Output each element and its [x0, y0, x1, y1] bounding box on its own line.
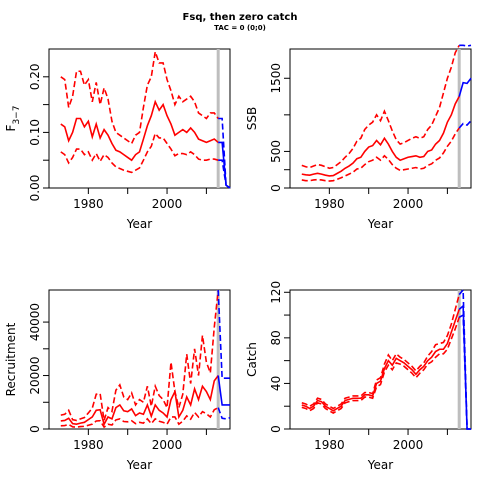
- catch-ytick-label: 120: [269, 281, 283, 304]
- recruitment-xtick-label: 2000: [152, 438, 183, 452]
- fbar-xtick-label: 2000: [152, 197, 183, 211]
- catch-ylabel: Catch: [245, 342, 259, 377]
- fbar-ytick-label: 0.10: [28, 119, 42, 146]
- catch-series-median: [301, 309, 460, 412]
- recruitment-projection-median: [217, 375, 230, 406]
- recruitment-ylabel: Recruitment: [4, 322, 18, 396]
- recruitment-ytick-label: 40000: [28, 303, 42, 341]
- panel-ssb: 1980 2000 0 500 1500 Year SSB: [245, 44, 472, 231]
- recruitment-series-median: [60, 375, 219, 427]
- fbar-ytick-label: 0.00: [28, 175, 42, 202]
- ssb-ytick-label: 1500: [269, 63, 283, 94]
- recruitment-series-upper: [60, 289, 219, 422]
- catch-ytick-label: 80: [269, 330, 283, 345]
- ssb-xtick-label: 2000: [393, 197, 424, 211]
- recruitment-projection-upper: [217, 289, 230, 380]
- catch-projection-median: [458, 304, 471, 430]
- fbar-ylabel: F3−7: [4, 106, 22, 132]
- ssb-projection-lower: [458, 120, 472, 129]
- recruitment-plot-frame: [48, 289, 231, 430]
- recruitment-projection-lower: [217, 407, 231, 420]
- catch-xtick-label: 2000: [393, 438, 424, 452]
- ssb-ytick-label: 500: [269, 140, 283, 163]
- panel-catch: 1980 2000 0 40 80 120 Year Catch: [245, 281, 472, 472]
- catch-xtick-label: 1980: [314, 438, 345, 452]
- catch-ytick-label: 0: [269, 425, 283, 433]
- recruitment-ytick-label: 20000: [28, 356, 42, 394]
- fbar-series-upper: [60, 51, 219, 145]
- figure-subtitle: TAC = 0 (0;0): [214, 24, 266, 32]
- ssb-ylabel: SSB: [245, 107, 259, 130]
- ssb-xlabel: Year: [367, 217, 393, 231]
- fbar-projection-median: [218, 141, 231, 189]
- recruitment-xlabel: Year: [126, 458, 152, 472]
- catch-plot-frame: [289, 289, 472, 430]
- catch-series-lower: [301, 317, 460, 414]
- figure-title: Fsq, then zero catch: [183, 12, 298, 23]
- recruitment-xtick-label: 1980: [73, 438, 104, 452]
- fbar-series-lower: [60, 131, 219, 174]
- panel-fbar: 1980 2000 0.00 0.10 0.20 Year F3−7: [4, 48, 231, 231]
- catch-ytick-label: 40: [269, 376, 283, 391]
- ssb-series-lower: [301, 127, 460, 182]
- ssb-plot-frame: [289, 48, 472, 189]
- catch-xlabel: Year: [367, 458, 393, 472]
- fbar-series-median: [60, 99, 219, 162]
- fbar-xtick-label: 1980: [73, 197, 104, 211]
- catch-series-upper: [301, 294, 460, 410]
- recruitment-ytick-label: 0: [28, 425, 42, 433]
- fbar-plot-frame: [48, 48, 231, 189]
- ssb-projection-upper: [459, 44, 472, 47]
- ssb-series-median: [301, 96, 460, 177]
- ssb-projection-median: [458, 77, 472, 97]
- ssb-ytick-label: 0: [269, 184, 283, 192]
- ssb-xtick-label: 1980: [314, 197, 345, 211]
- recruitment-series-lower: [60, 406, 219, 429]
- fbar-ylabel-subscript: 3−7: [12, 106, 22, 125]
- ssb-series-upper: [301, 44, 460, 170]
- fbar-xlabel: Year: [126, 217, 152, 231]
- fbar-ytick-label: 0.20: [28, 63, 42, 90]
